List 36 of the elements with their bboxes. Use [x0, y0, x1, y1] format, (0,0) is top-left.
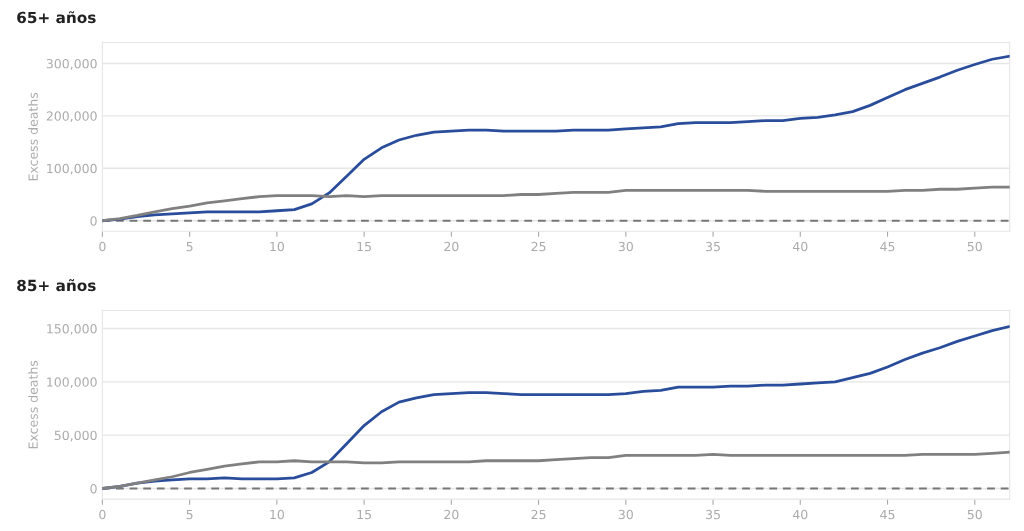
x-tick-label: 35 — [706, 241, 720, 252]
x-tick-label: 35 — [706, 509, 720, 520]
x-tick-label: 5 — [186, 509, 193, 520]
x-tick-label: 25 — [531, 241, 546, 252]
x-tick-label: 15 — [357, 509, 371, 520]
y-tick-label: 200,000 — [46, 111, 97, 123]
x-tick-label: 20 — [444, 241, 459, 252]
x-tick-label: 5 — [186, 241, 193, 252]
x-tick-label: 0 — [99, 509, 106, 520]
x-tick-label: 10 — [270, 241, 284, 252]
y-tick-label: 100,000 — [47, 163, 97, 175]
x-tick-label: 45 — [880, 241, 895, 252]
line-series — [102, 185, 1010, 223]
line-series — [102, 450, 1010, 490]
x-tick-label: 50 — [967, 241, 982, 252]
x-tick-label: 40 — [792, 241, 808, 252]
y-tick-label: 0 — [90, 483, 97, 494]
chart-title: 85+ años — [17, 279, 96, 292]
y-tick-label: 50,000 — [54, 430, 97, 442]
y-tick-label: 0 — [90, 216, 97, 226]
x-tick-label: 15 — [357, 241, 371, 252]
y-tick-label: 100,000 — [47, 377, 97, 389]
chart-title: 65+ años — [17, 11, 96, 24]
x-tick-label: 20 — [444, 509, 459, 520]
y-axis-title: Excess deaths — [28, 92, 38, 181]
y-tick-label: 300,000 — [46, 58, 97, 70]
x-tick-label: 30 — [618, 509, 633, 520]
y-tick-label: 150,000 — [47, 324, 97, 335]
x-tick-label: 40 — [792, 509, 808, 520]
x-tick-label: 30 — [618, 241, 633, 252]
x-tick-label: 0 — [99, 241, 106, 252]
x-tick-label: 10 — [270, 509, 284, 520]
x-tick-label: 25 — [531, 509, 546, 520]
x-tick-label: 50 — [967, 509, 982, 520]
y-axis-title: Excess deaths — [28, 360, 38, 449]
x-tick-label: 45 — [880, 509, 895, 520]
